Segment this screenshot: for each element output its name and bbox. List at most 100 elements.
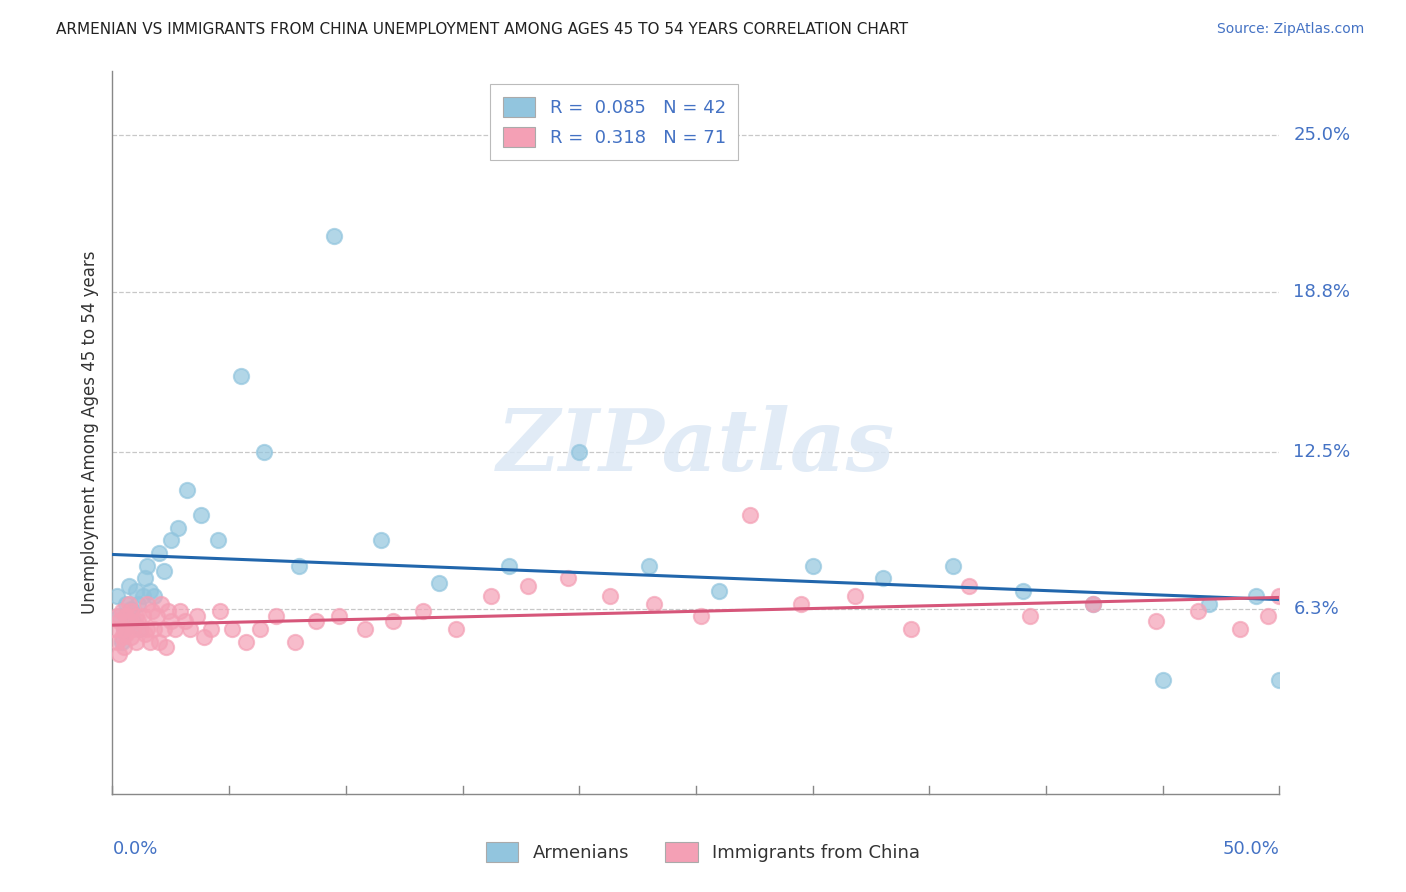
Point (141, 604, 163, 618)
Point (139, 634, 162, 648)
Point (112, 622, 135, 636)
Point (1152, 673, 1174, 687)
Legend: R =  0.085   N = 42, R =  0.318   N = 71: R = 0.085 N = 42, R = 0.318 N = 71 (491, 84, 738, 160)
Point (136, 622, 159, 636)
Point (179, 622, 201, 636)
Point (288, 558, 311, 573)
Point (118, 597, 141, 611)
Point (108, 648, 131, 662)
Point (165, 622, 187, 636)
Point (111, 630, 134, 644)
Point (328, 609, 350, 624)
Point (112, 640, 135, 654)
Point (1187, 604, 1209, 618)
Point (118, 615, 141, 629)
Point (143, 589, 166, 603)
Point (479, 589, 502, 603)
Point (166, 521, 188, 535)
Point (353, 622, 375, 636)
Point (148, 634, 170, 648)
Y-axis label: Unemployment Among Ages 45 to 54 years: Unemployment Among Ages 45 to 54 years (80, 251, 98, 615)
Point (643, 597, 665, 611)
Point (264, 609, 287, 624)
Point (157, 604, 180, 618)
Point (160, 615, 183, 629)
Point (689, 609, 711, 624)
Point (200, 622, 222, 636)
Point (104, 622, 127, 636)
Point (120, 602, 142, 616)
Point (872, 571, 894, 585)
Point (155, 640, 177, 654)
Point (221, 622, 243, 636)
Point (208, 604, 231, 618)
Point (283, 634, 305, 648)
Point (176, 483, 198, 497)
Point (115, 597, 138, 611)
Point (1268, 673, 1291, 687)
Point (207, 533, 229, 548)
Point (120, 630, 142, 644)
Point (1144, 615, 1167, 629)
Point (134, 627, 156, 641)
Text: ZIPatlas: ZIPatlas (496, 405, 896, 489)
Text: Source: ZipAtlas.com: Source: ZipAtlas.com (1216, 22, 1364, 37)
Text: 0.0%: 0.0% (112, 839, 157, 857)
Point (127, 615, 149, 629)
Point (173, 615, 195, 629)
Point (557, 571, 579, 585)
Text: 6.3%: 6.3% (1294, 599, 1339, 618)
Point (844, 589, 866, 603)
Point (801, 558, 824, 573)
Point (790, 597, 813, 611)
Point (370, 533, 392, 548)
Text: ARMENIAN VS IMMIGRANTS FROM CHINA UNEMPLOYMENT AMONG AGES 45 TO 54 YEARS CORRELA: ARMENIAN VS IMMIGRANTS FROM CHINA UNEMPL… (56, 22, 908, 37)
Point (1081, 597, 1104, 611)
Point (122, 622, 145, 636)
Point (193, 630, 215, 644)
Point (136, 558, 159, 573)
Point (568, 444, 591, 458)
Point (132, 609, 155, 624)
Point (957, 579, 980, 593)
Point (153, 622, 176, 636)
Point (412, 604, 434, 618)
Point (105, 589, 128, 603)
Point (186, 609, 208, 624)
Legend: Armenians, Immigrants from China: Armenians, Immigrants from China (478, 834, 928, 870)
Point (139, 584, 162, 599)
Text: 50.0%: 50.0% (1223, 839, 1279, 857)
Point (129, 622, 152, 636)
Text: 18.8%: 18.8% (1294, 283, 1350, 301)
Point (1198, 597, 1220, 611)
Point (1244, 589, 1267, 603)
Point (125, 609, 148, 624)
Point (304, 615, 326, 629)
Point (115, 609, 138, 624)
Point (115, 627, 138, 641)
Point (111, 604, 134, 618)
Point (125, 584, 148, 599)
Point (444, 622, 467, 636)
Point (427, 576, 450, 591)
Point (190, 508, 212, 522)
Point (1081, 597, 1104, 611)
Point (169, 604, 191, 618)
Point (900, 622, 922, 636)
Point (127, 597, 149, 611)
Point (516, 579, 538, 593)
Point (942, 558, 965, 573)
Point (1011, 584, 1033, 599)
Point (108, 609, 131, 624)
Point (105, 634, 128, 648)
Point (498, 558, 520, 573)
Point (1018, 609, 1040, 624)
Point (381, 615, 404, 629)
Point (122, 615, 145, 629)
Point (108, 615, 131, 629)
Point (146, 609, 169, 624)
Point (738, 508, 761, 522)
Point (235, 634, 257, 648)
Point (150, 597, 173, 611)
Point (599, 589, 621, 603)
